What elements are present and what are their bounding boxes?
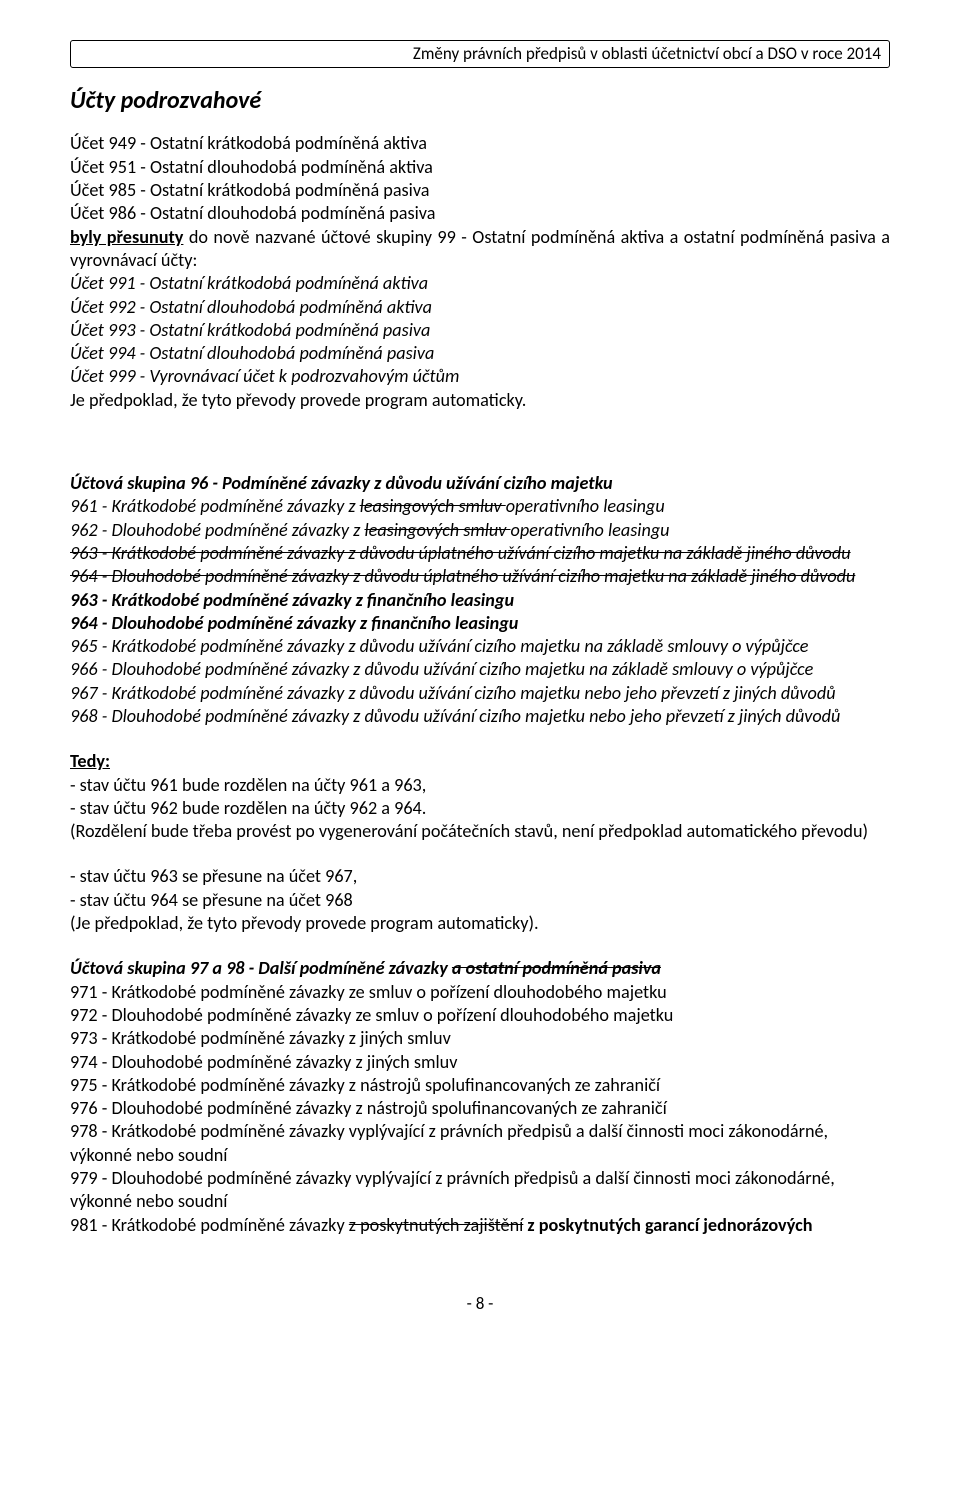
tedy-l2: - stav účtu 962 bude rozdělen na účty 96… xyxy=(70,797,890,820)
line-962-strike: leasingových smluv xyxy=(364,519,510,541)
line-973: 973 - Krátkodobé podmíněné závazky z jin… xyxy=(70,1027,890,1050)
line-961-strike: leasingových smluv xyxy=(360,495,506,517)
line-986: Účet 986 - Ostatní dlouhodobá podmíněná … xyxy=(70,202,890,225)
line-951: Účet 951 - Ostatní dlouhodobá podmíněná … xyxy=(70,156,890,179)
page-header: Změny právních předpisů v oblasti účetni… xyxy=(70,40,890,68)
tedy-l4: - stav účtu 963 se přesune na účet 967, xyxy=(70,865,890,888)
spacer xyxy=(70,843,890,865)
section-title: Účty podrozvahové xyxy=(70,86,890,117)
group-97-title: Účtová skupina 97 a 98 - Další podmíněné… xyxy=(70,957,890,980)
line-961b: operativního leasingu xyxy=(506,495,665,517)
line-994: Účet 994 - Ostatní dlouhodobá podmíněná … xyxy=(70,342,890,365)
spacer xyxy=(70,935,890,957)
line-981a: 981 - Krátkodobé podmíněné závazky xyxy=(70,1214,349,1236)
line-965: 965 - Krátkodobé podmíněné závazky z dův… xyxy=(70,635,890,658)
moved-label: byly přesunuty xyxy=(70,226,183,248)
line-978: 978 - Krátkodobé podmíněné závazky vyplý… xyxy=(70,1120,890,1167)
line-975: 975 - Krátkodobé podmíněné závazky z nás… xyxy=(70,1074,890,1097)
line-981-strike: z poskytnutých zajištění xyxy=(349,1214,524,1236)
account-list-old: Účet 949 - Ostatní krátkodobá podmíněná … xyxy=(70,132,890,225)
line-966: 966 - Dlouhodobé podmíněné závazky z dův… xyxy=(70,658,890,681)
line-981: 981 - Krátkodobé podmíněné závazky z pos… xyxy=(70,1214,890,1237)
line-961a: 961 - Krátkodobé podmíněné závazky z xyxy=(70,495,360,517)
line-949: Účet 949 - Ostatní krátkodobá podmíněná … xyxy=(70,132,890,155)
line-968: 968 - Dlouhodobé podmíněné závazky z dův… xyxy=(70,705,890,728)
line-962: 962 - Dlouhodobé podmíněné závazky z lea… xyxy=(70,519,890,542)
line-979: 979 - Dlouhodobé podmíněné závazky vyplý… xyxy=(70,1167,890,1214)
line-999: Účet 999 - Vyrovnávací účet k podrozvaho… xyxy=(70,365,890,388)
line-992: Účet 992 - Ostatní dlouhodobá podmíněná … xyxy=(70,296,890,319)
line-962a: 962 - Dlouhodobé podmíněné závazky z xyxy=(70,519,364,541)
group-97: Účtová skupina 97 a 98 - Další podmíněné… xyxy=(70,957,890,1237)
group-97-title-a: Účtová skupina 97 a 98 - Další podmíněné… xyxy=(70,957,452,979)
auto-note: Je předpoklad, že tyto převody provede p… xyxy=(70,389,890,412)
line-964-strike: 964 - Dlouhodobé podmíněné závazky z dův… xyxy=(70,565,890,588)
line-981b: z poskytnutých garancí jednorázových xyxy=(523,1214,812,1236)
line-976: 976 - Dlouhodobé podmíněné závazky z nás… xyxy=(70,1097,890,1120)
line-967: 967 - Krátkodobé podmíněné závazky z dův… xyxy=(70,682,890,705)
line-962b: operativního leasingu xyxy=(510,519,669,541)
moved-rest: do nově nazvané účtové skupiny 99 - Osta… xyxy=(70,226,890,271)
tedy-l1: - stav účtu 961 bude rozdělen na účty 96… xyxy=(70,774,890,797)
group-96-title: Účtová skupina 96 - Podmíněné závazky z … xyxy=(70,472,890,495)
group-97-title-strike: a ostatní podmíněná pasiva xyxy=(452,957,661,979)
line-972: 972 - Dlouhodobé podmíněné závazky ze sm… xyxy=(70,1004,890,1027)
tedy-l6: (Je předpoklad, že tyto převody provede … xyxy=(70,912,890,935)
line-985: Účet 985 - Ostatní krátkodobá podmíněná … xyxy=(70,179,890,202)
line-971: 971 - Krátkodobé podmíněné závazky ze sm… xyxy=(70,981,890,1004)
spacer xyxy=(70,728,890,750)
account-list-new: Účet 991 - Ostatní krátkodobá podmíněná … xyxy=(70,272,890,388)
page-number: - 8 - xyxy=(70,1293,890,1315)
line-964-new: 964 - Dlouhodobé podmíněné závazky z fin… xyxy=(70,612,890,635)
tedy-l5: - stav účtu 964 se přesune na účet 968 xyxy=(70,889,890,912)
moved-paragraph: byly přesunuty do nově nazvané účtové sk… xyxy=(70,226,890,273)
line-961: 961 - Krátkodobé podmíněné závazky z lea… xyxy=(70,495,890,518)
line-993: Účet 993 - Ostatní krátkodobá podmíněná … xyxy=(70,319,890,342)
line-963-strike: 963 - Krátkodobé podmíněné závazky z dův… xyxy=(70,542,890,565)
spacer xyxy=(70,412,890,472)
group-96: Účtová skupina 96 - Podmíněné závazky z … xyxy=(70,472,890,728)
line-974: 974 - Dlouhodobé podmíněné závazky z jin… xyxy=(70,1051,890,1074)
document-page: Změny právních předpisů v oblasti účetni… xyxy=(0,0,960,1507)
line-991: Účet 991 - Ostatní krátkodobá podmíněná … xyxy=(70,272,890,295)
tedy-l3: (Rozdělení bude třeba provést po vygener… xyxy=(70,820,890,843)
tedy-block: Tedy: - stav účtu 961 bude rozdělen na ú… xyxy=(70,750,890,935)
tedy-label: Tedy: xyxy=(70,750,890,773)
line-963-new: 963 - Krátkodobé podmíněné závazky z fin… xyxy=(70,589,890,612)
